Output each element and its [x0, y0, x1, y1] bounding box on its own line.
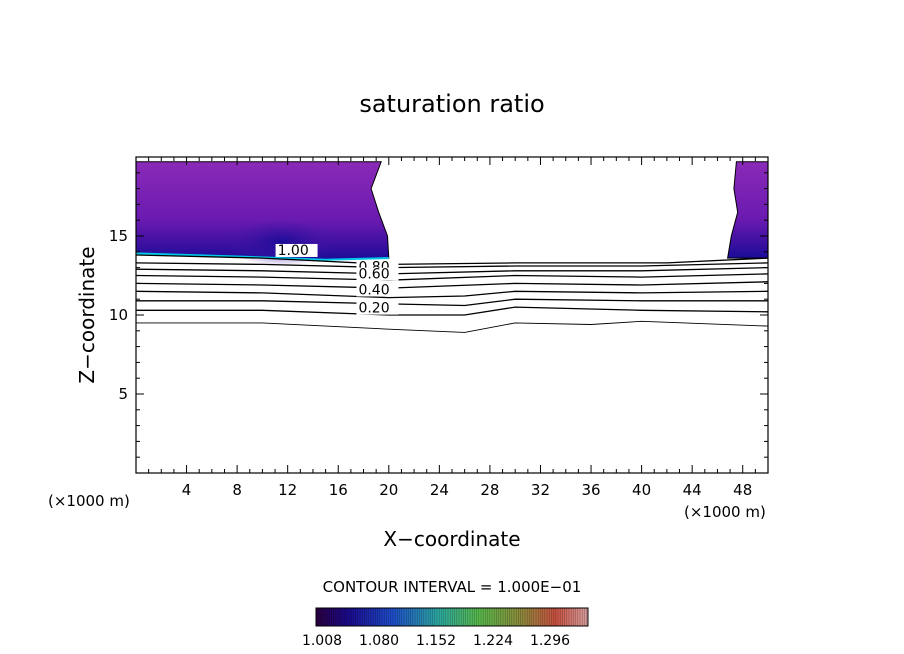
- y-tick-label: 10: [109, 306, 128, 324]
- x-tick-label: 28: [480, 481, 499, 499]
- contour-interval-text: CONTOUR INTERVAL = 1.000E−01: [323, 578, 582, 596]
- chart-title: saturation ratio: [359, 90, 544, 118]
- contour-label: 1.00: [278, 243, 309, 259]
- contour-lines: [136, 254, 768, 333]
- colorbar: [315, 607, 589, 627]
- shaded-regions: [136, 161, 768, 267]
- x-axis-label: X−coordinate: [383, 527, 520, 551]
- contour-line: [136, 290, 768, 299]
- x-tick-label: 16: [329, 481, 348, 499]
- x-tick-label: 12: [278, 481, 297, 499]
- contour-label-bg: [356, 301, 399, 315]
- contour-line: [136, 266, 768, 275]
- x-tick-label: 36: [581, 481, 600, 499]
- contour-label: 0.40: [358, 282, 389, 298]
- x-axis-unit-left: (×1000 m): [48, 492, 130, 510]
- x-tick-label: 24: [430, 481, 449, 499]
- colorbar-tick-label: 1.008: [302, 633, 342, 649]
- x-tick-label: 32: [531, 481, 550, 499]
- colorbar-tick-label: 1.080: [359, 633, 399, 649]
- contour-line: [136, 262, 768, 269]
- x-tick-label: 40: [632, 481, 651, 499]
- x-tick-label: 20: [379, 481, 398, 499]
- contour-line: [136, 254, 768, 266]
- contour-label-bg: [356, 267, 399, 281]
- x-axis-unit-right: (×1000 m): [684, 503, 766, 521]
- contour-line: [136, 306, 768, 316]
- contour-labels: 1.000.800.600.400.20: [275, 243, 399, 317]
- contour-line: [136, 298, 768, 307]
- y-axis-ticks: 5 10 15: [109, 172, 768, 458]
- shaded-region-right: [727, 161, 768, 259]
- colorbar-tick-label: 1.224: [473, 633, 513, 649]
- y-tick-label: 15: [109, 227, 128, 245]
- contour-label: 0.60: [358, 267, 389, 283]
- x-axis-ticks: 4 8 12 16 20 24 28 32 36 40 44 48: [148, 157, 756, 499]
- x-tick-label: 44: [683, 481, 702, 499]
- contour-label: 0.20: [358, 301, 389, 317]
- contour-line: [136, 320, 768, 333]
- colorbar-tick-label: 1.296: [530, 633, 570, 649]
- contour-label-bg: [275, 243, 318, 257]
- colorbar-stripes: [315, 608, 587, 626]
- x-tick-label: 4: [182, 481, 192, 499]
- contour-label-bg: [356, 283, 399, 297]
- colorbar-tick-labels: 1.008 1.080 1.152 1.224 1.296: [302, 633, 570, 649]
- x-tick-label: 8: [232, 481, 242, 499]
- y-tick-label: 5: [118, 385, 128, 403]
- contour-line: [136, 273, 768, 281]
- x-tick-label: 48: [733, 481, 752, 499]
- plot-area: [136, 161, 768, 333]
- shaded-edge: [136, 252, 389, 261]
- y-axis-label: Z−coordinate: [75, 246, 99, 383]
- colorbar-tick-label: 1.152: [416, 633, 456, 649]
- contour-line: [136, 281, 768, 289]
